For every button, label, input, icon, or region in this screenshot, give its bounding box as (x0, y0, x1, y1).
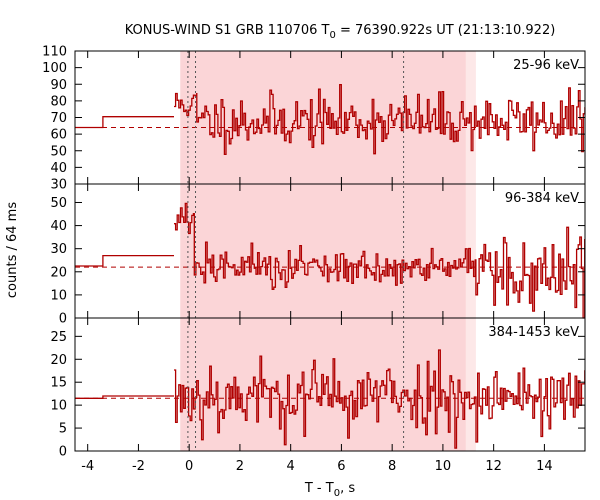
x-tick-label: 14 (536, 459, 553, 474)
x-label-subscript: 0 (334, 488, 340, 499)
x-tick-label: -4 (81, 459, 94, 474)
x-tick-label: 6 (337, 459, 345, 474)
energy-band-label: 384-1453 keV (488, 325, 579, 340)
x-tick-label: 0 (185, 459, 193, 474)
energy-band-label: 96-384 keV (505, 191, 579, 206)
time-markers (187, 51, 405, 451)
x-tick-label: 4 (287, 459, 295, 474)
x-tick-label: 8 (388, 459, 396, 474)
chart-title: KONUS-WIND S1 GRB 110706 T0 = 76390.922s… (125, 23, 556, 41)
y-tick-label: 10 (50, 288, 67, 303)
y-tick-label: 30 (50, 178, 67, 193)
y-tick-label: 100 (42, 61, 67, 76)
y-tick-label: 0 (59, 312, 67, 327)
y-tick-label: 5 (59, 422, 67, 437)
pre-trigger-curve-1 (75, 254, 174, 267)
y-tick-label: 40 (50, 219, 67, 234)
light-curve-1 (174, 202, 586, 319)
y-tick-label: 20 (50, 265, 67, 280)
y-tick-label: 60 (50, 128, 67, 143)
y-tick-label: 25 (50, 330, 67, 345)
y-tick-label: 90 (50, 78, 67, 93)
x-tick-label: 2 (236, 459, 244, 474)
light-curve-2 (174, 349, 586, 449)
y-tick-label: 15 (50, 376, 67, 391)
pre-trigger-curve-0 (75, 116, 174, 129)
pre-trigger-curve-2 (75, 395, 174, 399)
title-subscript: 0 (329, 30, 335, 41)
y-tick-label: 110 (42, 45, 67, 60)
y-tick-label: 20 (50, 353, 67, 368)
y-tick-label: 70 (50, 111, 67, 126)
panel-frame-2 (74, 317, 586, 452)
y-tick-label: 50 (50, 144, 67, 159)
light-curves (75, 83, 586, 449)
y-tick-label: 40 (50, 161, 67, 176)
x-tick-label: 10 (435, 459, 452, 474)
x-tick-label: 12 (485, 459, 502, 474)
y-tick-label: 80 (50, 94, 67, 109)
y-tick-label: 30 (50, 242, 67, 257)
y-tick-label: 0 (59, 445, 67, 460)
y-tick-label: 10 (50, 399, 67, 414)
y-axis-label: counts / 64 ms (5, 202, 20, 298)
axis-ticks (75, 50, 585, 452)
x-tick-label: -2 (132, 459, 145, 474)
energy-band-label: 25-96 keV (513, 58, 579, 73)
y-tick-label: 50 (50, 196, 67, 211)
x-axis-label: T - T0, s (304, 481, 355, 499)
light-curve-0 (174, 83, 586, 156)
